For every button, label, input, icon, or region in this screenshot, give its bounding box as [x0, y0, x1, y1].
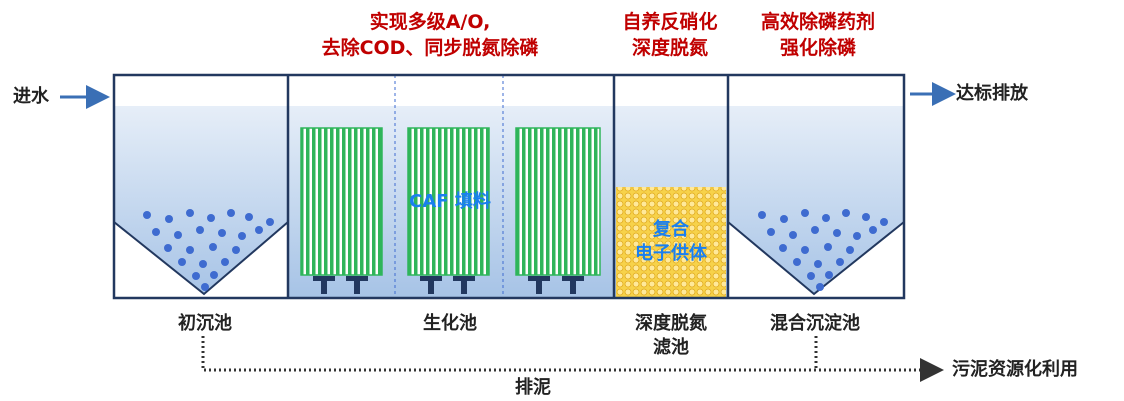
mixing-tank-label: 混合沉淀池: [770, 313, 860, 334]
tank-outline: [112, 73, 906, 300]
caf-media-block-2: [407, 127, 490, 276]
caf-media-label: CAF 填料: [409, 191, 491, 212]
bio-header-line2: 去除COD、同步脱氮除磷: [321, 37, 539, 59]
denit-header-line2: 深度脱氮: [631, 37, 708, 59]
aerators: [313, 276, 584, 294]
sludge-dots-mixing: [758, 209, 888, 291]
caf-media-block-1: [300, 127, 383, 276]
deep-tank-label-line1: 深度脱氮: [635, 313, 707, 334]
phos-header-line1: 高效除磷药剂: [760, 11, 875, 33]
denit-header-line1: 自养反硝化: [622, 11, 718, 33]
hopper-mixing: [728, 222, 904, 298]
caf-media-block-3: [515, 127, 601, 276]
electron-donor-media: [616, 187, 726, 298]
deep-tank-label-line2: 滤池: [653, 337, 689, 358]
bio-tank-label: 生化池: [423, 313, 477, 334]
inlet-label: 进水: [13, 86, 49, 107]
bio-header-line1: 实现多级A/O,: [369, 11, 491, 33]
donor-label-line2: 电子供体: [635, 243, 707, 264]
outlet-label: 达标排放: [956, 83, 1028, 104]
sludge-line: [201, 336, 944, 382]
sludge-use-label: 污泥资源化利用: [952, 359, 1078, 380]
hopper-primary: [114, 222, 288, 298]
phos-header-line2: 强化除磷: [779, 37, 856, 59]
primary-tank-label: 初沉池: [178, 313, 232, 334]
sludge-dots-primary: [143, 209, 274, 291]
sludge-discharge-label: 排泥: [515, 377, 551, 398]
donor-label-line1: 复合: [653, 219, 689, 240]
